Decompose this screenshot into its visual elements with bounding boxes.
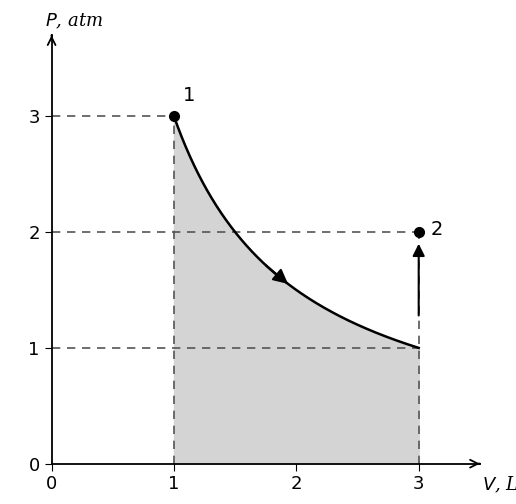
Text: 1: 1 — [183, 86, 195, 105]
Text: 2: 2 — [431, 220, 443, 239]
Text: $P$, atm: $P$, atm — [45, 12, 104, 31]
Text: $V$, L: $V$, L — [482, 474, 516, 494]
